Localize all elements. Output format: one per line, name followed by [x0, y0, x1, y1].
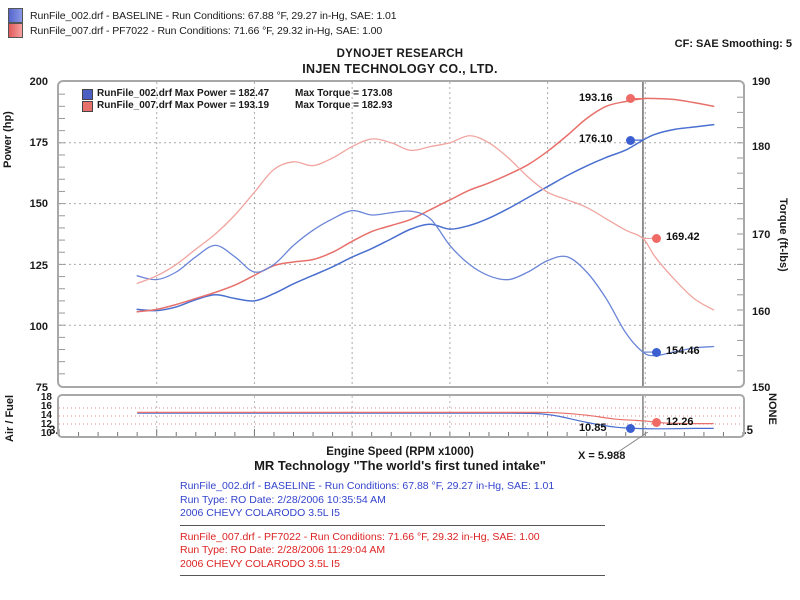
af-tick-16: 16 — [40, 401, 52, 412]
info-line-vehicle: 2006 CHEVY COLARODO 3.5L I5 — [180, 507, 340, 519]
info-line-runtype: Run Type: RO Date: 2/28/2006 10:35:54 AM — [180, 493, 386, 506]
datapoint-dot-af-red — [652, 418, 662, 428]
info-line-conditions: RunFile_007.drf - PF7022 - Run Condition… — [180, 530, 540, 543]
run-legend-text-pf7022: RunFile_007.drf - PF7022 - Run Condition… — [30, 24, 383, 37]
callout-af-red: 12.26 — [665, 415, 694, 428]
correction-factor-note: CF: SAE Smoothing: 5 — [674, 38, 792, 50]
af-tick-18: 18 — [40, 392, 52, 403]
torque-tick-160: 160 — [752, 306, 771, 318]
chart-title-block: DYNOJET RESEARCH INJEN TECHNOLOGY CO., L… — [0, 48, 800, 76]
info-divider — [180, 524, 605, 526]
af-tick-10: 10 — [40, 428, 52, 439]
callout-power-blue: 176.10 — [578, 133, 613, 146]
run-info-block: RunFile_002.drf - BASELINE - Run Conditi… — [180, 480, 640, 581]
title-injen-technology: INJEN TECHNOLOGY CO., LTD. — [302, 62, 498, 76]
callout-torque-blue: 154.46 — [665, 345, 700, 358]
cursor-x-readout: X = 5.988 — [578, 450, 626, 462]
af-tick-12: 12 — [40, 419, 52, 430]
power-tick-75: 75 — [35, 382, 48, 394]
run-color-swatch-blue — [8, 8, 23, 23]
power-tick-150: 150 — [29, 198, 48, 210]
datapoint-dot-torque-red — [652, 233, 662, 243]
datapoint-dot-power-red — [626, 94, 636, 104]
torque-tick-150: 150 — [752, 382, 771, 394]
torque-tick-180: 180 — [752, 141, 771, 153]
run-legend-text-baseline: RunFile_002.drf - BASELINE - Run Conditi… — [30, 9, 397, 22]
power-tick-200: 200 — [29, 76, 48, 88]
main-plot-area — [57, 80, 745, 388]
power-tick-100: 100 — [29, 321, 48, 333]
torque-tick-190: 190 — [752, 76, 771, 88]
legend-swatch-red-icon — [82, 100, 93, 112]
af-axis-label: Air / Fuel — [4, 394, 16, 442]
top-run-legend-row: RunFile_007.drf - PF7022 - Run Condition… — [8, 23, 397, 38]
x-axis-label: Engine Speed (RPM x1000) — [326, 446, 474, 458]
datapoint-dot-power-blue — [626, 135, 636, 145]
callout-power-red: 193.16 — [578, 91, 613, 104]
info-line-conditions: RunFile_002.drf - BASELINE - Run Conditi… — [180, 480, 555, 492]
run-info-pf7022: RunFile_007.drf - PF7022 - Run Condition… — [180, 531, 640, 572]
inner-legend-row-pf7022: RunFile_007.drf Max Power = 193.19 Max T… — [82, 100, 392, 112]
af-right-label-none: NONE — [766, 393, 778, 425]
power-tick-125: 125 — [29, 260, 48, 272]
info-line-runtype: Run Type: RO Date: 2/28/2006 11:29:04 AM — [180, 544, 386, 556]
run-info-baseline: RunFile_002.drf - BASELINE - Run Conditi… — [180, 480, 640, 521]
datapoint-dot-af-blue — [626, 424, 636, 434]
run-color-swatch-red — [8, 23, 23, 38]
air-fuel-plot-svg — [59, 396, 743, 436]
torque-tick-170: 170 — [752, 229, 771, 241]
top-run-legend: RunFile_002.drf - BASELINE - Run Conditi… — [8, 8, 397, 38]
info-line-vehicle: 2006 CHEVY COLARODO 3.5L I5 — [180, 557, 340, 570]
callout-af-blue: 10.85 — [578, 421, 607, 434]
main-plot-svg — [59, 82, 743, 386]
legend-maxtorque-baseline: Max Torque = 173.08 — [295, 88, 393, 99]
info-divider — [180, 575, 605, 576]
callout-torque-red: 169.42 — [665, 231, 700, 244]
inner-legend-row-baseline: RunFile_002.drf Max Power = 182.47 Max T… — [82, 88, 392, 100]
cursor-leader-line — [617, 432, 649, 453]
title-dynojet-research: DYNOJET RESEARCH — [336, 48, 464, 60]
af-tick-14: 14 — [40, 410, 52, 421]
inner-legend-box: RunFile_002.drf Max Power = 182.47 Max T… — [78, 86, 396, 114]
legend-maxpower-baseline: RunFile_002.drf Max Power = 182.47 — [97, 88, 270, 99]
legend-maxtorque-pf7022: Max Torque = 182.93 — [295, 100, 393, 111]
datapoint-dot-torque-blue — [652, 347, 662, 357]
power-tick-175: 175 — [29, 137, 48, 149]
footer-subtitle: MR Technology "The world's first tuned i… — [254, 458, 546, 473]
top-run-legend-row: RunFile_002.drf - BASELINE - Run Conditi… — [8, 8, 397, 23]
legend-swatch-blue-icon — [82, 88, 93, 100]
legend-maxpower-pf7022: RunFile_007.drf Max Power = 193.19 — [97, 100, 270, 111]
